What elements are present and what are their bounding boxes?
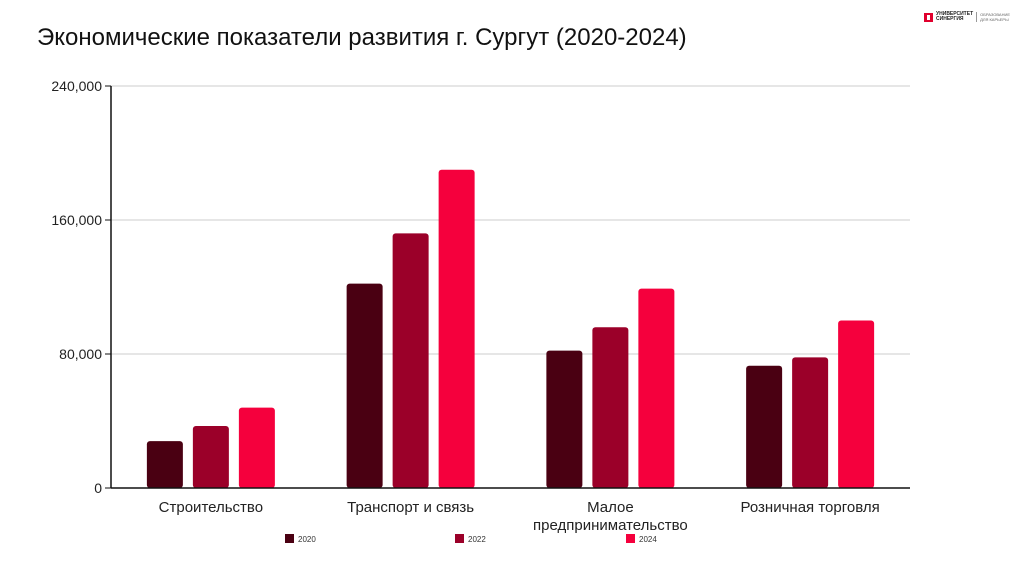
y-tick-label: 80,000 xyxy=(59,346,102,362)
legend-label-2024: 2024 xyxy=(639,535,657,544)
category-label: Транспорт и связь xyxy=(347,499,474,516)
grid-lines xyxy=(111,85,910,355)
bar-2020-1 xyxy=(346,283,383,488)
bar-2022-3 xyxy=(792,357,829,488)
category-label: Малое предпринимательство xyxy=(533,499,688,534)
bar-2022-0 xyxy=(192,426,229,488)
legend-swatch-2024 xyxy=(626,534,635,543)
category-label-line: предпринимательство xyxy=(533,517,688,534)
bar-2024-2 xyxy=(638,288,675,488)
bar-2024-1 xyxy=(438,169,475,488)
logo-divider xyxy=(976,12,978,22)
category-label-line: Розничная торговля xyxy=(741,499,880,516)
category-label-line: Малое xyxy=(587,499,634,516)
bars xyxy=(146,169,875,488)
logo-subtext-line1: ОБРАЗОВАНИЕ xyxy=(980,12,1011,17)
legend: 2020 2022 2024 xyxy=(285,534,657,544)
bar-2020-0 xyxy=(146,441,183,488)
logo-subtext-line2: ДЛЯ КАРЬЕРЫ xyxy=(980,17,1009,22)
bar-2024-0 xyxy=(238,407,275,488)
bar-2022-2 xyxy=(592,327,629,488)
legend-swatch-2022 xyxy=(455,534,464,543)
y-axis-ticks: 0 80,000 160,000 240,000 xyxy=(51,78,111,496)
category-label-line: Строительство xyxy=(159,499,263,516)
x-axis-categories: Строительство Транспорт и связь Малое предп… xyxy=(159,499,880,534)
logo-mark-icon xyxy=(924,12,933,22)
logo-text-line2: СИНЕРГИЯ xyxy=(936,16,964,22)
bar-2020-2 xyxy=(546,350,583,488)
category-label: Строительство xyxy=(159,499,263,516)
logo-text: УНИВЕРСИТЕТ СИНЕРГИЯ xyxy=(936,12,973,22)
bar-2022-1 xyxy=(392,233,429,488)
logo-text-line1: УНИВЕРСИТЕТ xyxy=(936,11,974,17)
category-label: Розничная торговля xyxy=(741,499,880,516)
legend-label-2022: 2022 xyxy=(468,535,486,544)
legend-label-2020: 2020 xyxy=(298,535,316,544)
y-tick-label: 240,000 xyxy=(51,78,102,94)
y-tick-label: 0 xyxy=(94,480,102,496)
axes xyxy=(110,86,910,489)
chart-title: Экономические показатели развития г. Сур… xyxy=(37,24,687,51)
university-logo: УНИВЕРСИТЕТ СИНЕРГИЯ ОБРАЗОВАНИЕ ДЛЯ КАР… xyxy=(924,12,1010,22)
legend-swatch-2020 xyxy=(285,534,294,543)
logo-subtext: ОБРАЗОВАНИЕ ДЛЯ КАРЬЕРЫ xyxy=(980,12,1010,22)
bar-2020-3 xyxy=(746,365,783,488)
y-tick-label: 160,000 xyxy=(51,212,102,228)
category-label-line: Транспорт и связь xyxy=(347,499,474,516)
bar-2024-3 xyxy=(838,320,875,488)
